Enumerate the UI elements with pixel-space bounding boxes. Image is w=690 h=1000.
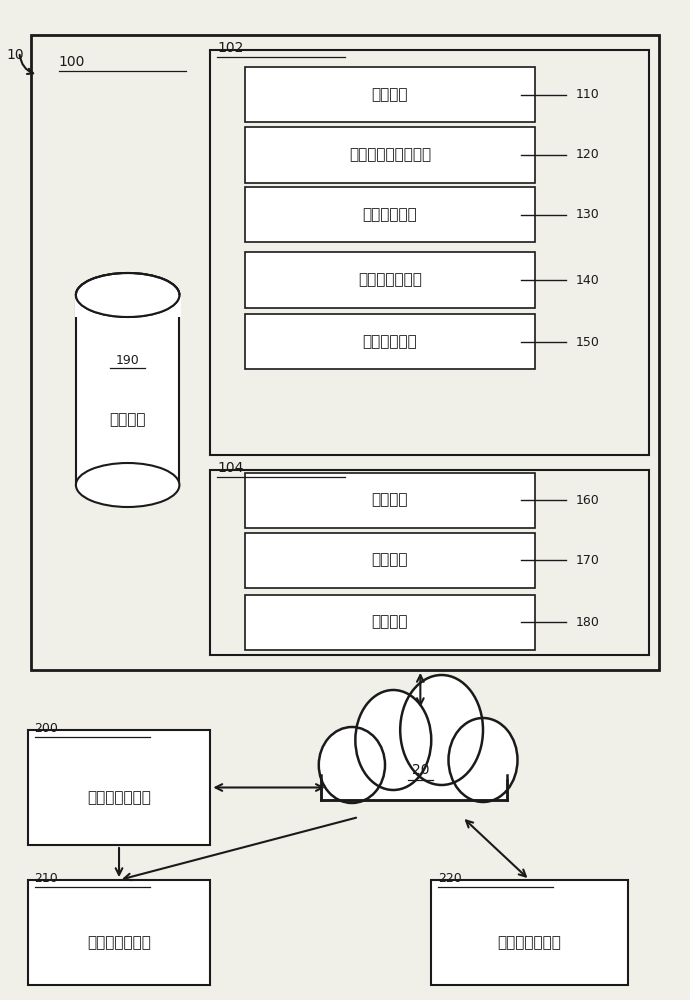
Text: 考评者计算装置: 考评者计算装置 [497,935,562,950]
Bar [245,252,535,308]
Text: 160: 160 [576,493,600,506]
Text: 150: 150 [576,336,600,349]
Ellipse shape [448,718,518,802]
Text: 190: 190 [116,354,139,366]
Text: 140: 140 [576,273,600,286]
Ellipse shape [76,273,179,317]
Bar [245,187,535,242]
Text: 考评模块: 考评模块 [372,552,408,568]
Text: 120: 120 [576,148,600,161]
Text: 110: 110 [576,89,600,102]
Ellipse shape [76,273,179,317]
Text: 基于角色的权限模块: 基于角色的权限模块 [348,147,431,162]
Text: 10: 10 [7,48,25,62]
Ellipse shape [319,727,385,803]
Bar [431,880,628,985]
Ellipse shape [319,727,385,803]
Text: 20: 20 [412,763,430,777]
Text: 申请注册模块: 申请注册模块 [362,208,417,223]
Ellipse shape [448,718,518,802]
Text: 候选者计算装置: 候选者计算装置 [87,790,151,805]
Ellipse shape [76,463,179,507]
Text: 130: 130 [576,209,600,222]
Bar [75,295,181,317]
Text: 220: 220 [438,872,462,885]
Text: 180: 180 [576,615,600,629]
Text: 存储模块: 存储模块 [110,412,146,428]
Text: 100: 100 [59,55,85,69]
Bar [76,295,179,485]
Text: 104: 104 [217,461,244,475]
Bar [245,314,535,369]
Text: 210: 210 [34,872,58,885]
Bar [28,730,210,845]
Text: 170: 170 [576,554,600,566]
Bar [31,35,659,670]
Bar [321,750,507,800]
Bar [324,759,504,799]
Text: 注册模块: 注册模块 [372,88,408,103]
Ellipse shape [400,675,483,785]
Text: 200: 200 [34,722,59,735]
Text: 评估模块: 评估模块 [372,492,408,508]
Text: 102: 102 [217,41,244,55]
Text: 证据确定模块: 证据确定模块 [362,334,417,350]
Bar [28,880,210,985]
Bar [245,127,535,182]
Text: 推荐者计算装置: 推荐者计算装置 [87,935,151,950]
Text: 验证模块: 验证模块 [372,614,408,630]
Bar [210,470,649,655]
Ellipse shape [400,675,483,785]
Bar [245,473,535,528]
Ellipse shape [355,690,431,790]
Ellipse shape [355,690,431,790]
Bar [210,50,649,455]
Text: 合格性确定模块: 合格性确定模块 [358,272,422,288]
Bar [245,67,535,122]
Bar [245,594,535,650]
Bar [245,532,535,587]
